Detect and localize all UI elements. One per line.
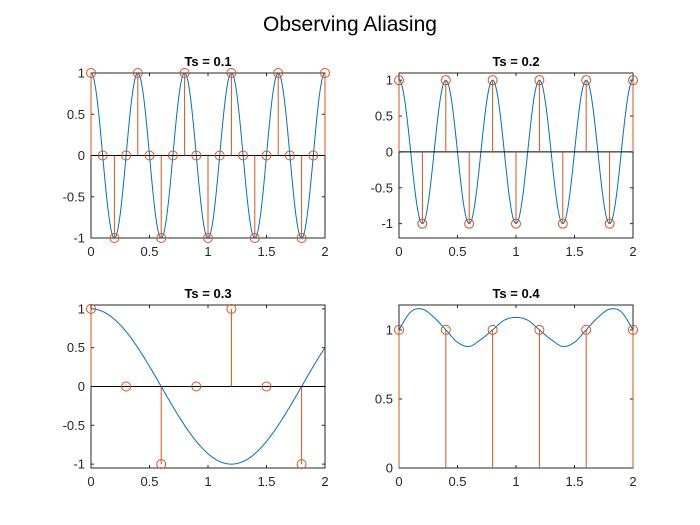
stem-marker xyxy=(487,75,498,86)
figure-title: Observing Aliasing xyxy=(263,13,437,36)
stem-marker xyxy=(534,75,545,86)
stem-marker xyxy=(581,324,592,335)
x-tick-label: 1.5 xyxy=(565,474,583,489)
y-tick-label: -1 xyxy=(73,457,85,472)
x-tick-label: 0 xyxy=(395,244,402,259)
subplot-1: Ts = 0.1 0 0.5 1 1.5 2 -1 -0.5 0 0.5 1 xyxy=(63,54,330,259)
subplots: Ts = 0.1 0 0.5 1 1.5 2 -1 -0.5 0 0.5 1 Ts = 0.2 0 0.5… xyxy=(63,54,638,489)
stem-marker xyxy=(308,150,319,161)
stem-marker xyxy=(628,324,638,335)
y-tick-label: 1 xyxy=(386,322,393,337)
stem-marker xyxy=(261,381,272,392)
stem-marker xyxy=(284,150,295,161)
stem-marker xyxy=(86,68,96,78)
continuous-signal-line xyxy=(91,308,325,465)
stem-marker xyxy=(109,233,120,243)
stem-marker xyxy=(394,75,404,86)
stem-marker xyxy=(144,150,155,161)
x-tick-label: 0 xyxy=(87,474,94,489)
x-tick-label: 1.5 xyxy=(257,244,275,259)
y-tick-label: 0.5 xyxy=(67,340,85,355)
stem-marker xyxy=(581,75,592,86)
stem-marker xyxy=(604,218,615,229)
x-tick-label: 0.5 xyxy=(448,244,466,259)
x-tick-label: 0 xyxy=(395,474,402,489)
x-tick-label: 2 xyxy=(321,474,328,489)
stem-marker xyxy=(249,233,260,243)
y-tick-label: 0.5 xyxy=(67,107,85,122)
axes-box xyxy=(398,304,634,469)
x-tick-label: 1.5 xyxy=(257,474,275,489)
x-tick-label: 1 xyxy=(512,244,519,259)
x-tick-label: 0.5 xyxy=(448,474,466,489)
stem-marker xyxy=(534,324,545,335)
stem-marker xyxy=(487,324,498,335)
stem-marker xyxy=(226,303,237,314)
y-tick-label: 0 xyxy=(78,379,85,394)
stem-marker xyxy=(179,68,190,78)
stem-marker xyxy=(464,218,475,229)
stem-marker xyxy=(261,150,272,161)
stem-marker xyxy=(203,233,213,243)
continuous-signal-line xyxy=(399,308,633,348)
x-tick-label: 0.5 xyxy=(140,474,158,489)
x-tick-label: 0.5 xyxy=(140,244,158,259)
stem-marker xyxy=(214,150,225,161)
stem-marker xyxy=(440,324,451,335)
stem-marker xyxy=(320,68,330,78)
x-tick-label: 1 xyxy=(204,474,211,489)
x-tick-label: 1 xyxy=(204,244,211,259)
x-tick-label: 1.5 xyxy=(565,244,583,259)
x-tick-label: 1 xyxy=(512,474,519,489)
stem-marker xyxy=(121,150,132,161)
stem-marker xyxy=(86,303,96,314)
stem-marker xyxy=(97,150,108,161)
y-tick-label: 0 xyxy=(386,461,393,476)
stem-marker xyxy=(557,218,568,229)
stem-marker xyxy=(226,68,237,78)
y-tick-label: -0.5 xyxy=(63,189,85,204)
y-tick-label: 0 xyxy=(386,144,393,159)
stem-marker xyxy=(417,218,428,229)
y-tick-label: 1 xyxy=(78,301,85,316)
subplot-title: Ts = 0.4 xyxy=(492,286,540,301)
subplot-3: Ts = 0.3 0 0.5 1 1.5 2 -1 -0.5 0 0.5 1 xyxy=(63,286,329,489)
x-tick-label: 2 xyxy=(629,474,636,489)
stem-marker xyxy=(296,233,307,243)
stem-marker xyxy=(132,68,143,78)
x-tick-label: 2 xyxy=(321,244,328,259)
y-tick-label: -1 xyxy=(381,216,393,231)
stem-marker xyxy=(167,150,178,161)
subplot-2: Ts = 0.2 0 0.5 1 1.5 2 -1 -0.5 0 0.5 1 xyxy=(371,54,638,259)
y-tick-label: 0.5 xyxy=(375,391,393,406)
stem-marker xyxy=(121,381,132,392)
y-tick-label: 0 xyxy=(78,148,85,163)
stem-marker xyxy=(191,150,202,161)
stem-marker xyxy=(394,324,404,335)
y-tick-label: 1 xyxy=(386,73,393,88)
stem-marker xyxy=(273,68,284,78)
stem-marker xyxy=(156,233,167,243)
stem-marker xyxy=(628,75,638,86)
subplot-title: Ts = 0.1 xyxy=(184,54,231,69)
subplot-4: Ts = 0.4 0 0.5 1 1.5 2 0 0.5 1 xyxy=(375,286,638,489)
subplot-title: Ts = 0.3 xyxy=(184,286,231,301)
y-tick-label: -0.5 xyxy=(371,180,393,195)
y-tick-label: 0.5 xyxy=(375,109,393,124)
x-tick-label: 0 xyxy=(87,244,94,259)
stem-marker xyxy=(156,459,167,470)
y-tick-label: 1 xyxy=(78,66,85,81)
stem-marker xyxy=(296,459,307,470)
x-tick-label: 2 xyxy=(629,244,636,259)
stem-marker xyxy=(440,75,451,86)
continuous-signal-line xyxy=(91,73,325,238)
stem-marker xyxy=(238,150,249,161)
subplot-title: Ts = 0.2 xyxy=(492,54,539,69)
stem-marker xyxy=(191,381,202,392)
stem-marker xyxy=(511,218,521,229)
y-tick-label: -0.5 xyxy=(63,418,85,433)
y-tick-label: -1 xyxy=(73,231,85,246)
